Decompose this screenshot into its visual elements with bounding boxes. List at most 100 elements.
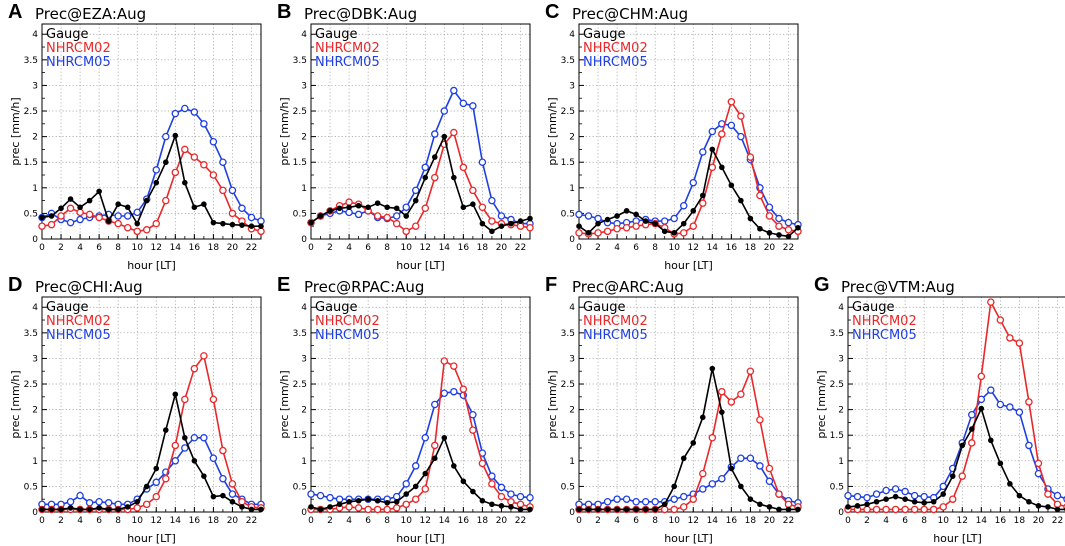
data-point (209, 395, 218, 404)
y-tick-label: 2.5 (24, 107, 38, 117)
data-point (374, 200, 381, 206)
data-point (977, 395, 986, 404)
data-point (765, 464, 774, 473)
data-point (200, 120, 208, 128)
data-point (604, 216, 611, 223)
data-point (603, 227, 612, 236)
y-tick-label: 2.5 (561, 380, 575, 390)
data-point (440, 357, 449, 365)
plot-frame (41, 23, 262, 240)
y-tick-label: 3 (838, 354, 844, 364)
y-tick-label: 0 (32, 508, 38, 518)
data-point (738, 483, 744, 490)
data-point (162, 427, 169, 433)
y-tick-label: 3 (569, 354, 575, 364)
data-point (978, 405, 985, 412)
data-point (96, 505, 102, 511)
data-point (718, 130, 726, 138)
data-point (901, 487, 909, 496)
x-tick-label: 4 (614, 516, 620, 526)
data-point (576, 223, 582, 230)
data-point (883, 496, 889, 503)
data-point (939, 503, 947, 511)
y-tick-label: 2 (32, 133, 38, 143)
plot-frame (41, 296, 262, 513)
series-gauge (845, 405, 1065, 513)
data-point (152, 166, 161, 174)
legend-entry: NHRCM05 (583, 55, 648, 70)
data-point (613, 225, 621, 233)
data-point (345, 198, 353, 206)
x-tick-label: 18 (477, 243, 489, 253)
data-point (182, 434, 188, 441)
data-point (402, 480, 410, 488)
legend-entry: NHRCM02 (46, 314, 111, 329)
data-point (996, 316, 1005, 324)
data-point (727, 398, 736, 406)
x-tick-label: 16 (995, 516, 1007, 526)
x-tick-label: 6 (633, 243, 639, 253)
data-point (765, 477, 774, 486)
y-tick-label: 1.5 (293, 158, 307, 168)
data-point (346, 498, 352, 505)
x-tick-label: 18 (477, 516, 489, 526)
data-point (940, 491, 947, 497)
series-nhrcm05 (575, 120, 802, 229)
x-tick-label: 8 (921, 516, 927, 526)
data-point (181, 145, 189, 154)
grid (579, 24, 798, 239)
x-axis-label: hour [LT] (396, 532, 445, 545)
panel-title: Prec@RPAC:Aug (304, 278, 424, 296)
y-tick-label: 2 (301, 133, 307, 143)
x-tick-label: 22 (246, 243, 257, 253)
data-point (210, 219, 217, 226)
y-tick-label: 1.5 (293, 431, 307, 441)
data-point (756, 416, 764, 424)
data-point (355, 202, 362, 209)
data-point (373, 505, 382, 514)
data-point (526, 493, 534, 502)
data-point (584, 212, 593, 220)
data-point (526, 223, 534, 232)
data-point (488, 480, 496, 488)
data-point (257, 217, 265, 225)
data-point (516, 492, 525, 501)
data-point (660, 217, 669, 225)
data-point (441, 133, 448, 140)
data-point (77, 506, 83, 513)
data-point (392, 212, 401, 220)
y-tick-label: 4 (838, 303, 844, 313)
panel-letter: D (8, 274, 22, 296)
data-point (902, 496, 908, 503)
x-tick-label: 10 (131, 243, 143, 253)
data-point (345, 503, 353, 511)
data-point (200, 352, 208, 360)
data-point (882, 505, 890, 514)
x-tick-label: 8 (652, 243, 658, 253)
data-point (728, 182, 735, 189)
x-tick-label: 10 (668, 516, 680, 526)
data-point (134, 220, 141, 227)
y-axis-label: prec [mm/h] (815, 370, 828, 438)
data-point (209, 137, 218, 146)
data-point (450, 128, 458, 137)
series-nhrcm02 (575, 367, 802, 514)
x-tick-label: 8 (115, 516, 121, 526)
legend-entry: NHRCM05 (315, 328, 380, 343)
legend-entry: NHRCM05 (583, 328, 648, 343)
x-tick-label: 2 (864, 516, 870, 526)
y-tick-label: 4 (32, 303, 38, 313)
data-point (228, 186, 237, 195)
x-tick-label: 20 (496, 243, 508, 253)
y-tick-label: 2.5 (293, 380, 307, 390)
series-gauge (39, 391, 264, 513)
data-point (421, 204, 430, 213)
data-point (209, 171, 218, 179)
data-point (239, 222, 245, 228)
x-tick-label: 10 (400, 243, 412, 253)
data-point (864, 501, 870, 508)
data-point (785, 233, 792, 240)
data-point (478, 203, 487, 212)
data-point (85, 210, 94, 219)
